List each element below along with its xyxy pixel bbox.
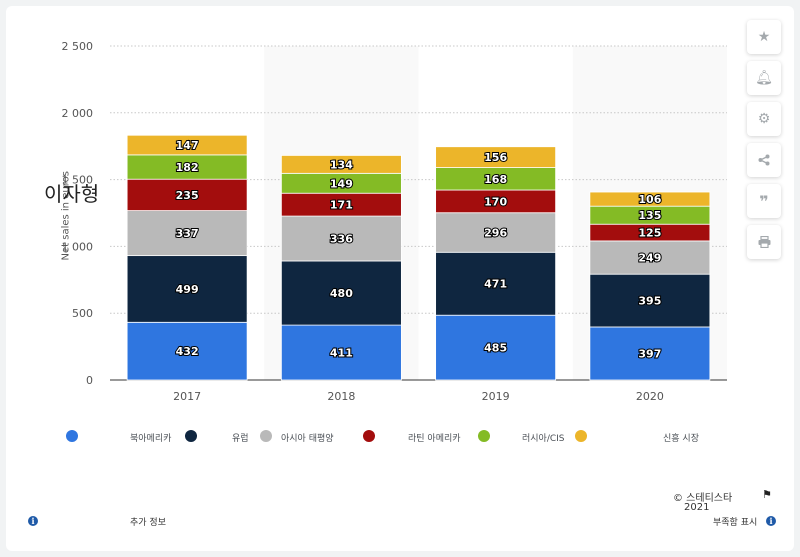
more-info-link[interactable]: 추가 정보 xyxy=(130,518,166,528)
bar-segment[interactable] xyxy=(435,146,557,168)
bell-icon[interactable]: 🔔︎ xyxy=(747,61,781,95)
bar-value-label: 235 xyxy=(176,189,199,202)
bar-segment[interactable] xyxy=(435,251,557,316)
x-tick-label: 2019 xyxy=(482,390,510,403)
bar-value-label: 125 xyxy=(638,227,661,240)
source-info-icon[interactable]: i xyxy=(766,516,776,526)
bar-value-label: 156 xyxy=(484,151,507,164)
bar-segment[interactable] xyxy=(589,240,711,275)
bar-segment[interactable] xyxy=(126,134,248,156)
bar-value-label: 336 xyxy=(330,233,353,246)
y-tick-label: 1 500 xyxy=(62,174,94,187)
y-tick-label: 1 000 xyxy=(62,240,94,253)
legend-marker[interactable] xyxy=(478,430,490,442)
bar-value-label: 171 xyxy=(330,199,353,212)
y-tick-label: 500 xyxy=(72,307,93,320)
print-icon[interactable] xyxy=(747,225,781,259)
bar-value-label: 249 xyxy=(638,252,661,265)
bar-value-label: 337 xyxy=(176,227,199,240)
show-source-link[interactable]: 부족함 표시 xyxy=(713,518,758,528)
x-tick-label: 2018 xyxy=(327,390,355,403)
legend-marker[interactable] xyxy=(363,430,375,442)
bar-segment[interactable] xyxy=(589,273,711,328)
legend-marker[interactable] xyxy=(260,430,272,442)
bar-value-label: 147 xyxy=(176,139,199,152)
y-tick-label: 2 500 xyxy=(62,40,94,53)
gear-icon[interactable]: ⚙ xyxy=(747,102,781,136)
bar-value-label: 135 xyxy=(638,209,661,222)
bar-segment[interactable] xyxy=(589,326,711,381)
chart-legend: 북아메리카 유럽 아시아 태평양 라틴 아메리카 러시아/CIS 신흥 시장 xyxy=(0,428,800,448)
bar-value-label: 395 xyxy=(638,295,661,308)
flag-icon[interactable]: ⚑ xyxy=(762,488,772,501)
bar-segment[interactable] xyxy=(280,215,402,262)
legend-label[interactable]: 라틴 아메리카 xyxy=(408,434,461,444)
bar-segment[interactable] xyxy=(280,155,402,174)
bar-segment[interactable] xyxy=(280,260,402,326)
bar-segment[interactable] xyxy=(435,314,557,381)
bar-value-label: 432 xyxy=(176,345,199,358)
x-tick-label: 2017 xyxy=(173,390,201,403)
bar-segment[interactable] xyxy=(126,321,248,381)
bar-value-label: 168 xyxy=(484,173,507,186)
bar-value-label: 296 xyxy=(484,227,507,240)
legend-label[interactable]: 북아메리카 xyxy=(130,434,172,444)
bar-value-label: 485 xyxy=(484,342,507,355)
legend-marker[interactable] xyxy=(66,430,78,442)
bar-value-label: 397 xyxy=(638,347,661,360)
bar-segment[interactable] xyxy=(435,212,557,253)
legend-marker[interactable] xyxy=(185,430,197,442)
bar-value-label: 182 xyxy=(176,161,199,174)
watermark-text: 이자형 xyxy=(44,182,100,206)
bar-value-label: 149 xyxy=(330,177,353,190)
bar-value-label: 471 xyxy=(484,278,507,291)
x-tick-label: 2020 xyxy=(636,390,664,403)
info-icon[interactable]: i xyxy=(28,516,38,526)
legend-label[interactable]: 러시아/CIS xyxy=(522,434,565,444)
star-icon[interactable]: ★ xyxy=(747,20,781,54)
y-tick-label: 0 xyxy=(86,374,93,387)
copyright-year: 2021 xyxy=(684,502,710,513)
y-tick-label: 2 000 xyxy=(62,107,94,120)
bar-segment[interactable] xyxy=(126,210,248,257)
legend-label[interactable]: 신흥 시장 xyxy=(663,434,699,444)
bar-segment[interactable] xyxy=(280,324,402,381)
bar-value-label: 411 xyxy=(330,347,353,360)
bar-value-label: 499 xyxy=(176,283,199,296)
bar-value-label: 170 xyxy=(484,195,507,208)
action-sidebar: ★ 🔔︎ ⚙ ❞ xyxy=(747,20,781,266)
bar-value-label: 106 xyxy=(638,193,661,206)
legend-marker[interactable] xyxy=(575,430,587,442)
legend-label[interactable]: 아시아 태평양 xyxy=(281,434,334,444)
bar-segment[interactable] xyxy=(589,191,711,207)
legend-label[interactable]: 유럽 xyxy=(232,434,249,444)
quote-icon[interactable]: ❞ xyxy=(747,184,781,218)
copyright-text[interactable]: © 스테티스타 xyxy=(673,493,733,504)
share-icon[interactable] xyxy=(747,143,781,177)
bar-value-label: 480 xyxy=(330,287,353,300)
bar-segment[interactable] xyxy=(126,255,248,323)
bar-value-label: 134 xyxy=(330,158,353,171)
